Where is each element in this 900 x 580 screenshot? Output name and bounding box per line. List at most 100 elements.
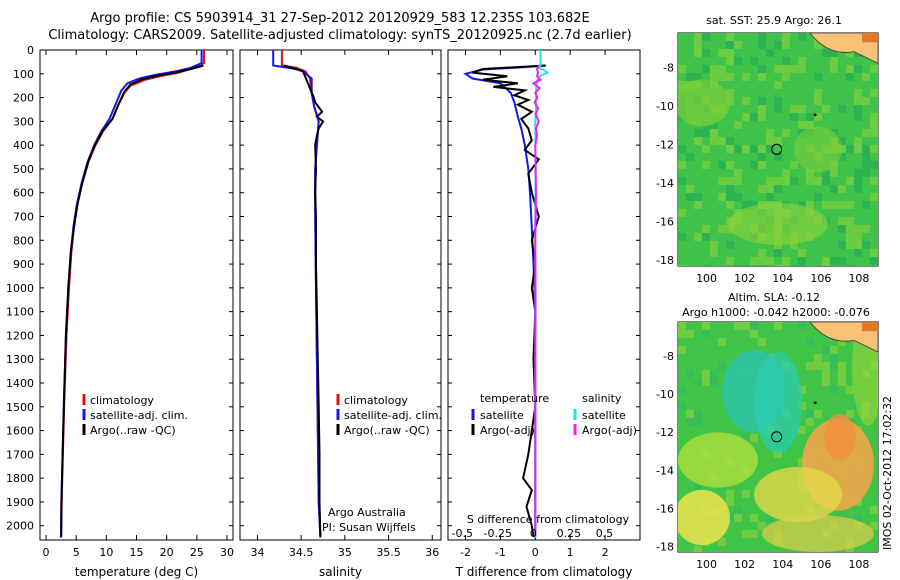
sst-map-cell <box>678 161 686 169</box>
sla-map-ytick-label: -12 <box>656 426 674 439</box>
sst-map-cell <box>774 41 782 49</box>
sst-map-cell <box>814 193 822 201</box>
sst-map-ytick-label: -8 <box>663 62 674 75</box>
sst-map-cell <box>694 233 702 241</box>
sst-map-cell <box>686 73 694 81</box>
sst-map-cell <box>862 73 870 81</box>
sla-map-cell <box>710 370 718 378</box>
sla-map-cell <box>678 330 686 338</box>
sla-map-cell <box>742 434 750 442</box>
sst-map-cell <box>726 201 734 209</box>
sst-map-cell <box>806 201 814 209</box>
sst-map-cell <box>726 41 734 49</box>
sla-map-float-marker <box>771 431 783 443</box>
depth-tick-label: 800 <box>13 234 34 247</box>
salinity-legend-label: climatology <box>344 394 408 407</box>
sst-map-cell <box>790 265 798 266</box>
sla-map-land-peak <box>862 322 878 332</box>
depth-tick-label: 900 <box>13 258 34 271</box>
sla-map-anomaly-region <box>754 466 842 523</box>
sla-map-island-marker <box>813 401 817 405</box>
sla-map-cell <box>830 362 838 370</box>
sla-map-anomaly-region <box>678 432 758 488</box>
sst-map-cell <box>814 41 822 49</box>
sst-map-cell <box>846 145 854 153</box>
sst-map-cell <box>798 249 806 257</box>
difference-s-tick-label: -0.5 <box>451 527 472 540</box>
sst-map-cell <box>870 129 878 137</box>
sst-map-cell <box>838 185 846 193</box>
sst-map-cell <box>710 129 718 137</box>
sla-map-cell <box>838 370 846 378</box>
sst-map-cell <box>782 265 790 266</box>
sst-map-xtick-label: 102 <box>734 272 755 285</box>
depth-tick-label: 500 <box>13 163 34 176</box>
sla-map-cell <box>814 410 822 418</box>
sst-map-cell <box>726 89 734 97</box>
sst-map-cell <box>830 169 838 177</box>
sla-map-cell <box>710 378 718 386</box>
sst-map-cell <box>774 97 782 105</box>
difference-xtick-label: -1 <box>495 546 506 559</box>
sst-map-cell <box>686 185 694 193</box>
sst-map-cell <box>734 121 742 129</box>
sst-map-cell <box>766 257 774 265</box>
sla-map-cell <box>694 378 702 386</box>
sla-map-cell <box>694 410 702 418</box>
sla-map-cell <box>846 410 854 418</box>
sla-map-cell <box>686 418 694 426</box>
sla-map-cell <box>822 370 830 378</box>
difference-legend-t-label: satellite <box>480 409 524 422</box>
sla-map-cell <box>750 322 758 330</box>
sst-map-cell <box>774 177 782 185</box>
sst-map-cell <box>854 169 862 177</box>
sst-map-cell <box>846 201 854 209</box>
sla-map-cell <box>750 434 758 442</box>
sst-map-anomaly-region <box>794 126 842 173</box>
sla-map-cell <box>870 506 878 514</box>
sst-map-cell <box>694 129 702 137</box>
sst-map-cell <box>734 177 742 185</box>
sla-map-cell <box>734 506 742 514</box>
sla-map-cell <box>758 522 766 530</box>
sla-map-cell <box>806 410 814 418</box>
sst-map-land-peak <box>862 33 878 43</box>
sla-map-cell <box>758 338 766 346</box>
sla-map-cell <box>702 378 710 386</box>
sla-map-cell <box>830 386 838 394</box>
sst-map-cell <box>694 49 702 57</box>
sst-map-cell <box>838 225 846 233</box>
sst-map-cell <box>678 265 686 266</box>
sst-map-cell <box>718 225 726 233</box>
sla-map-title: Altim. SLA: -0.12 <box>728 291 820 304</box>
sst-map-cell <box>726 57 734 65</box>
sst-map-xtick-label: 108 <box>848 272 869 285</box>
sla-map-cell <box>814 354 822 362</box>
sst-map-cell <box>718 137 726 145</box>
sla-map-cell <box>734 514 742 522</box>
sst-map-cell <box>782 177 790 185</box>
sst-map-cell <box>758 105 766 113</box>
sla-map-cell <box>822 346 830 354</box>
difference-s-tick-label: 0.5 <box>596 527 614 540</box>
sla-map-anomaly-region <box>678 489 730 546</box>
sst-map-ytick-label: -16 <box>656 216 674 229</box>
salinity-series-satellite-adj-clim- <box>272 50 322 538</box>
sst-map-cell <box>734 57 742 65</box>
sst-map-cell <box>726 257 734 265</box>
difference-legend-salinity-header: salinity <box>582 392 622 405</box>
sst-map-cell <box>798 121 806 129</box>
depth-tick-label: 2000 <box>6 520 34 533</box>
difference-s-tick-label: -0.25 <box>484 527 512 540</box>
sst-map-cell <box>838 137 846 145</box>
sst-map-cell <box>790 161 798 169</box>
sla-map-cell <box>702 330 710 338</box>
sst-map-cell <box>702 265 710 266</box>
sst-map-cell <box>766 137 774 145</box>
sst-map-cell <box>702 49 710 57</box>
sla-map-cell <box>806 338 814 346</box>
figure-title-line-1: Argo profile: CS 5903914_31 27-Sep-2012 … <box>90 11 590 26</box>
sst-map-cell <box>782 33 790 41</box>
sla-map-cell <box>798 402 806 410</box>
sst-map-cell <box>702 233 710 241</box>
